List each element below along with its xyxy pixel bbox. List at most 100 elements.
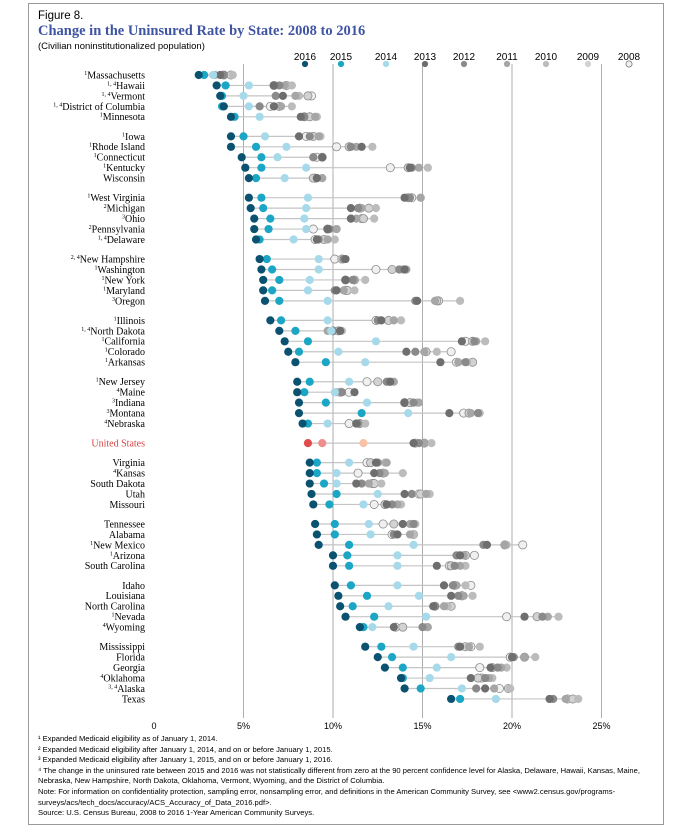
row-label-vermont: 1, 4Vermont	[102, 91, 146, 102]
legend-label-2012: 2012	[453, 52, 476, 63]
point-south-carolina-2016	[328, 561, 338, 570]
point-illinois-2011	[389, 316, 398, 325]
point-pennsylvania-2016	[250, 224, 259, 234]
point-georgia-2013	[486, 663, 495, 672]
point-washington-2008	[371, 264, 381, 274]
point-rhode-island-2008	[332, 142, 342, 152]
footnotes: ¹ Expanded Medicaid eligibility as of Ja…	[38, 734, 658, 819]
row-label-missouri: Missouri	[109, 500, 145, 511]
point-nebraska-2008	[344, 419, 354, 429]
point-south-carolina-2014	[393, 561, 402, 570]
point-ohio-2014	[300, 214, 309, 223]
point-new-york-2012	[348, 275, 357, 285]
row-label-illinois: 1Illinois	[114, 316, 145, 327]
point-wyoming-2013	[389, 623, 398, 632]
point-oklahoma-2016	[396, 673, 406, 683]
point-arkansas-2015	[321, 358, 330, 367]
row-label-utah: Utah	[126, 489, 145, 500]
footnote-source: Source: U.S. Census Bureau, 2008 to 2016…	[38, 808, 315, 818]
point-tennessee-2008	[378, 519, 388, 529]
point-louisiana-2015	[362, 591, 372, 600]
row-label-maryland: 1Maryland	[103, 286, 145, 297]
point-south-dakota-2016	[305, 479, 314, 488]
point-new-york-2014	[305, 275, 314, 285]
point-indiana-2015	[321, 398, 330, 407]
point-hawaii-2016	[212, 81, 221, 90]
point-tennessee-2013	[398, 519, 407, 529]
point-south-carolina-2015	[345, 561, 354, 570]
point-pennsylvania-2013	[323, 224, 332, 234]
point-mississippi-2016	[361, 642, 370, 651]
point-missouri-2016	[309, 500, 318, 509]
point-montana-2014	[404, 409, 413, 418]
point-utah-2013	[400, 489, 409, 499]
point-west-virginia-2015	[257, 193, 266, 202]
row-label-mississippi: Mississippi	[99, 642, 145, 653]
point-maine-2016	[293, 388, 302, 397]
point-florida-2010	[531, 653, 540, 662]
row-label-indiana: 3Indiana	[112, 398, 146, 409]
point-wisconsin-2016	[244, 174, 253, 183]
point-mississippi-2013	[455, 642, 465, 651]
point-kansas-2014	[332, 469, 341, 478]
point-florida-2015	[387, 653, 397, 662]
point-oregon-2010	[455, 296, 465, 305]
point-iowa-2013	[294, 132, 304, 141]
row-label-new-mexico: 1New Mexico	[90, 540, 145, 551]
point-michigan-2013	[346, 204, 355, 213]
point-montana-2015	[357, 409, 366, 418]
point-tennessee-2009	[389, 519, 399, 529]
point-utah-2015	[332, 489, 341, 499]
point-utah-2014	[373, 489, 382, 499]
point-utah-2016	[307, 489, 316, 499]
legend-label-2011: 2011	[496, 52, 518, 63]
point-massachusetts-2010	[228, 70, 237, 80]
legend-marker-2011	[503, 60, 511, 68]
legend-label-2009: 2009	[577, 52, 600, 63]
point-washington-2015	[268, 265, 277, 274]
point-ohio-2015	[266, 214, 275, 223]
point-kentucky-2016	[241, 163, 250, 172]
row-label-louisiana: Louisiana	[106, 591, 146, 602]
point-pennsylvania-2014	[302, 224, 311, 234]
point-california-2012	[470, 337, 479, 346]
point-michigan-2016	[246, 204, 255, 213]
point-west-virginia-2016	[244, 193, 253, 202]
point-connecticut-2015	[257, 153, 266, 162]
point-pennsylvania-2011	[332, 224, 341, 234]
x-tick-label: 15%	[413, 721, 431, 731]
point-new-jersey-2015	[305, 377, 314, 386]
point-wyoming-2012	[418, 623, 427, 632]
point-california-2016	[280, 337, 289, 346]
point-colorado-2016	[284, 347, 293, 356]
point-united-states-2016	[303, 439, 313, 448]
row-label-iowa: 1Iowa	[122, 132, 146, 143]
point-utah-2011	[421, 489, 431, 499]
point-oregon-2014	[323, 296, 332, 305]
point-united-states-2015	[318, 439, 327, 448]
point-mississippi-2014	[409, 642, 418, 651]
point-new-hampshire-2014	[314, 254, 323, 264]
x-tick-label: 10%	[324, 721, 342, 731]
point-arizona-2013	[455, 551, 465, 560]
point-delaware-2016	[251, 235, 261, 244]
point-oklahoma-2009	[473, 673, 483, 683]
point-alaska-2015	[416, 684, 425, 693]
point-north-dakota-2013	[336, 326, 345, 335]
point-georgia-2014	[432, 663, 441, 672]
point-georgia-2016	[380, 663, 390, 672]
point-florida-2016	[373, 653, 382, 662]
footnote-4: ⁴ The change in the uninsured rate betwe…	[38, 765, 640, 786]
legend-label-2014: 2014	[375, 52, 398, 63]
point-wyoming-2009	[398, 622, 408, 632]
row-label-michigan: 2Michigan	[104, 204, 145, 215]
point-virginia-2013	[371, 458, 381, 467]
point-arizona-2015	[343, 551, 352, 560]
row-label-north-carolina: North Carolina	[85, 602, 146, 613]
figure-label: Figure 8.	[38, 10, 84, 22]
point-ohio-2016	[250, 214, 259, 223]
row-label-new-jersey: 1New Jersey	[96, 377, 145, 388]
point-new-hampshire-2015	[262, 254, 271, 264]
legend-marker-2014	[382, 60, 390, 68]
point-kentucky-2011	[414, 163, 424, 172]
